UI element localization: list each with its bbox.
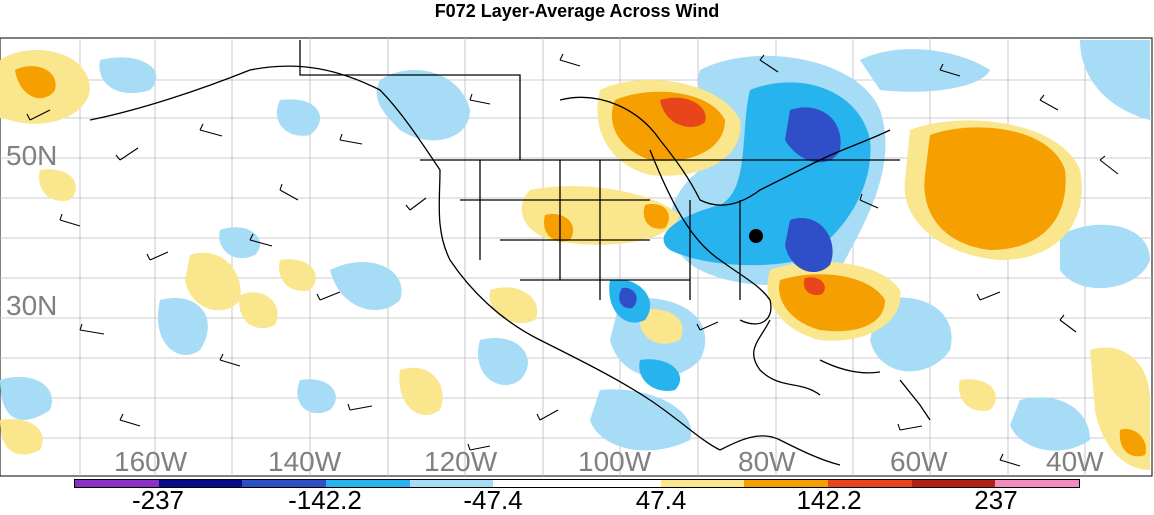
colorbar-label: -142.2 — [288, 485, 362, 515]
wind-barbs — [26, 53, 1119, 467]
lon-label-120w: 120W — [424, 446, 498, 477]
colorbar-segment — [75, 480, 159, 487]
colorbar-segment — [660, 480, 745, 487]
colorbar-segment — [409, 480, 494, 487]
coastlines — [89, 40, 931, 466]
location-marker — [749, 229, 763, 243]
lon-label-80w: 80W — [738, 446, 796, 477]
lon-label-40w: 40W — [1046, 446, 1104, 477]
colorbar-segment — [577, 480, 661, 487]
colorbar-label: -47.4 — [463, 485, 523, 515]
lon-label-100w: 100W — [578, 446, 652, 477]
colorbar-label: 47.4 — [635, 485, 687, 515]
lon-label-60w: 60W — [890, 446, 948, 477]
lat-label-50n: 50N — [6, 140, 58, 171]
colorbar-segment — [828, 480, 912, 487]
colorbar-segment — [744, 480, 829, 487]
lon-label-160w: 160W — [114, 446, 188, 477]
lat-label-30n: 30N — [6, 290, 58, 321]
negative-dark-regions — [619, 107, 841, 309]
colorbar-segment — [493, 480, 578, 487]
colorbar-segment — [158, 480, 243, 487]
lon-label-140w: 140W — [268, 446, 342, 477]
colorbar-label: -237 — [131, 485, 185, 515]
map-title: F072 Layer-Average Across Wind — [434, 1, 720, 21]
colorbar-label: 237 — [974, 485, 1018, 515]
colorbar-segment — [242, 480, 327, 487]
colorbar-segment — [995, 480, 1080, 487]
colorbar-label: 142.2 — [796, 485, 862, 515]
colorbar-segment — [911, 480, 996, 487]
colorbar — [74, 479, 1080, 488]
positive-red-regions — [660, 97, 825, 296]
colorbar-segment — [326, 480, 410, 487]
